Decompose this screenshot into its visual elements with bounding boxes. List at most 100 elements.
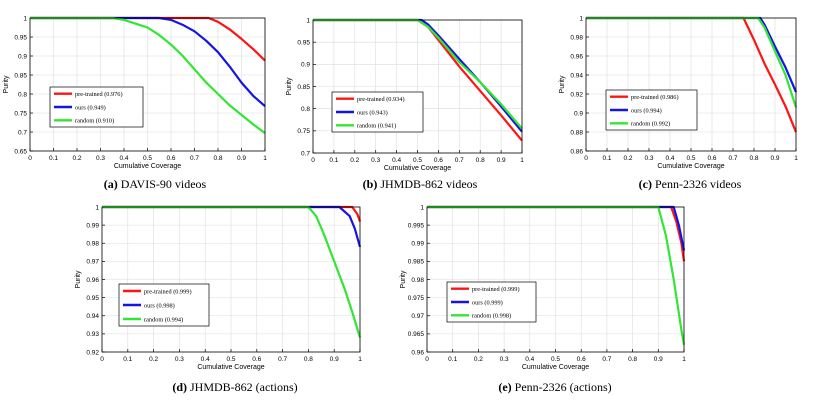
caption-text: JHMDB-862 videos <box>380 177 478 191</box>
y-tick-label: 0.99 <box>86 222 99 229</box>
x-tick-label: 0.5 <box>551 356 560 363</box>
x-tick-label: 0.1 <box>49 155 58 162</box>
y-tick-label: 0.85 <box>297 84 310 91</box>
y-tick-label: 0.8 <box>18 91 27 98</box>
x-tick-label: 0.6 <box>707 155 716 162</box>
y-tick-label: 0.96 <box>86 277 99 284</box>
y-tick-label: 0.96 <box>411 349 424 356</box>
legend-label-pretrained: pre-trained (0.934) <box>357 96 405 103</box>
x-tick-label: 0 <box>584 155 588 162</box>
legend-label-ours: ours (0.998) <box>144 302 175 309</box>
caption-label: (b) <box>362 177 378 191</box>
y-tick-label: 1 <box>306 17 310 24</box>
caption-label: (a) <box>103 177 118 191</box>
legend: pre-trained (0.999) ours (0.999) random (0… <box>446 281 537 323</box>
x-tick-label: 0.6 <box>434 157 443 164</box>
series-line-ours <box>313 18 523 133</box>
x-axis-label: Cumulative Coverage <box>384 165 451 172</box>
x-tick-label: 0.9 <box>770 155 779 162</box>
caption-text: Penn-2326 (actions) <box>514 380 612 394</box>
caption-a: (a) DAVIS-90 videos <box>95 177 215 192</box>
legend-label-random: random (0.998) <box>472 313 511 320</box>
x-tick-label: 0.3 <box>500 356 509 363</box>
x-tick-label: 0 <box>28 155 32 162</box>
x-tick-label: 0.8 <box>749 155 758 162</box>
y-axis-label: Purity <box>559 75 566 93</box>
x-tick-label: 1 <box>794 155 798 162</box>
y-tick-label: 0.65 <box>14 148 27 155</box>
axes-frame <box>29 17 266 152</box>
x-axis-label: Cumulative Coverage <box>657 163 724 170</box>
y-tick-label: 1 <box>23 15 27 22</box>
y-tick-label: 1 <box>95 204 99 211</box>
y-axis-label: Purity <box>75 270 82 288</box>
y-tick-label: 0.97 <box>411 313 424 320</box>
y-tick-label: 0.98 <box>411 277 424 284</box>
chart-jhmdb-862-videos: 0 0.1 0.2 0.3 0.4 0.5 0.6 0.7 0.8 0.9 1 0.7 0.75 0.8 0… <box>286 17 524 172</box>
y-tick-label: 0.99 <box>411 241 424 248</box>
y-tick-label: 0.92 <box>570 91 583 98</box>
legend-label-random: random (0.992) <box>631 121 670 128</box>
x-tick-label: 0.7 <box>278 356 287 363</box>
caption-e: (e) Penn-2326 (actions) <box>480 380 630 395</box>
y-tick-label: 0.75 <box>297 128 310 135</box>
x-tick-label: 0.1 <box>448 356 457 363</box>
x-tick-label: 0.8 <box>213 155 222 162</box>
chart-penn-2326-videos: 0 0.1 0.2 0.3 0.4 0.5 0.6 0.7 0.8 0.9 1 0.86 0.88 0.9… <box>559 15 798 170</box>
x-tick-label: 0.3 <box>175 356 184 363</box>
legend-label-ours: ours (0.999) <box>472 299 503 306</box>
x-tick-label: 0.5 <box>226 356 235 363</box>
legend-label-random: random (0.910) <box>75 118 114 125</box>
x-tick-label: 0.7 <box>455 157 464 164</box>
x-tick-label: 0.6 <box>577 356 586 363</box>
y-tick-label: 1 <box>420 204 424 211</box>
x-tick-label: 0.9 <box>497 157 506 164</box>
x-tick-label: 0.8 <box>304 356 313 363</box>
x-tick-label: 0.9 <box>654 356 663 363</box>
x-tick-label: 0 <box>425 356 429 363</box>
axes-frame <box>585 17 797 152</box>
y-tick-label: 0.975 <box>408 295 425 302</box>
x-tick-label: 0.7 <box>728 155 737 162</box>
y-tick-label: 0.88 <box>570 129 583 136</box>
x-tick-label: 0.5 <box>143 155 152 162</box>
x-axis-label: Cumulative Coverage <box>522 364 589 371</box>
legend-label-ours: ours (0.943) <box>357 109 388 116</box>
legend: pre-trained (0.976) ours (0.949) random (0… <box>49 86 144 128</box>
y-tick-label: 0.95 <box>297 39 310 46</box>
x-tick-label: 0.2 <box>350 157 359 164</box>
y-tick-label: 0.75 <box>14 110 27 117</box>
caption-text: DAVIS-90 videos <box>120 177 207 191</box>
y-tick-label: 0.7 <box>18 129 27 136</box>
y-axis-label: Purity <box>286 77 293 95</box>
x-tick-label: 0.1 <box>123 356 132 363</box>
y-tick-label: 0.9 <box>301 62 310 69</box>
y-tick-label: 0.98 <box>570 34 583 41</box>
x-tick-label: 0.9 <box>330 356 339 363</box>
caption-label: (c) <box>638 177 652 191</box>
x-tick-label: 0.7 <box>602 356 611 363</box>
x-tick-label: 0 <box>100 356 104 363</box>
y-tick-label: 0.94 <box>86 313 99 320</box>
x-tick-label: 0.6 <box>252 356 261 363</box>
legend-label-random: random (0.941) <box>357 123 396 130</box>
caption-d: (d) JHMDB-862 (actions) <box>160 380 310 395</box>
series-line-ours <box>30 16 266 107</box>
caption-c: (c) Penn-2326 videos <box>620 177 760 192</box>
x-tick-label: 0.3 <box>371 157 380 164</box>
x-tick-label: 0.7 <box>190 155 199 162</box>
x-tick-label: 0.6 <box>166 155 175 162</box>
x-tick-label: 0.1 <box>602 155 611 162</box>
y-tick-label: 0.96 <box>570 53 583 60</box>
legend-label-pretrained: pre-trained (0.986) <box>631 94 679 101</box>
x-tick-label: 0 <box>311 157 315 164</box>
y-tick-label: 0.995 <box>408 222 425 229</box>
y-tick-label: 0.92 <box>86 349 99 356</box>
x-tick-label: 0.2 <box>474 356 483 363</box>
x-tick-label: 0.5 <box>413 157 422 164</box>
legend-label-pretrained: pre-trained (0.999) <box>472 286 520 293</box>
series-line-random <box>313 18 523 130</box>
y-tick-label: 1 <box>579 15 583 22</box>
legend-label-pretrained: pre-trained (0.999) <box>144 288 192 295</box>
x-tick-label: 0.1 <box>329 157 338 164</box>
